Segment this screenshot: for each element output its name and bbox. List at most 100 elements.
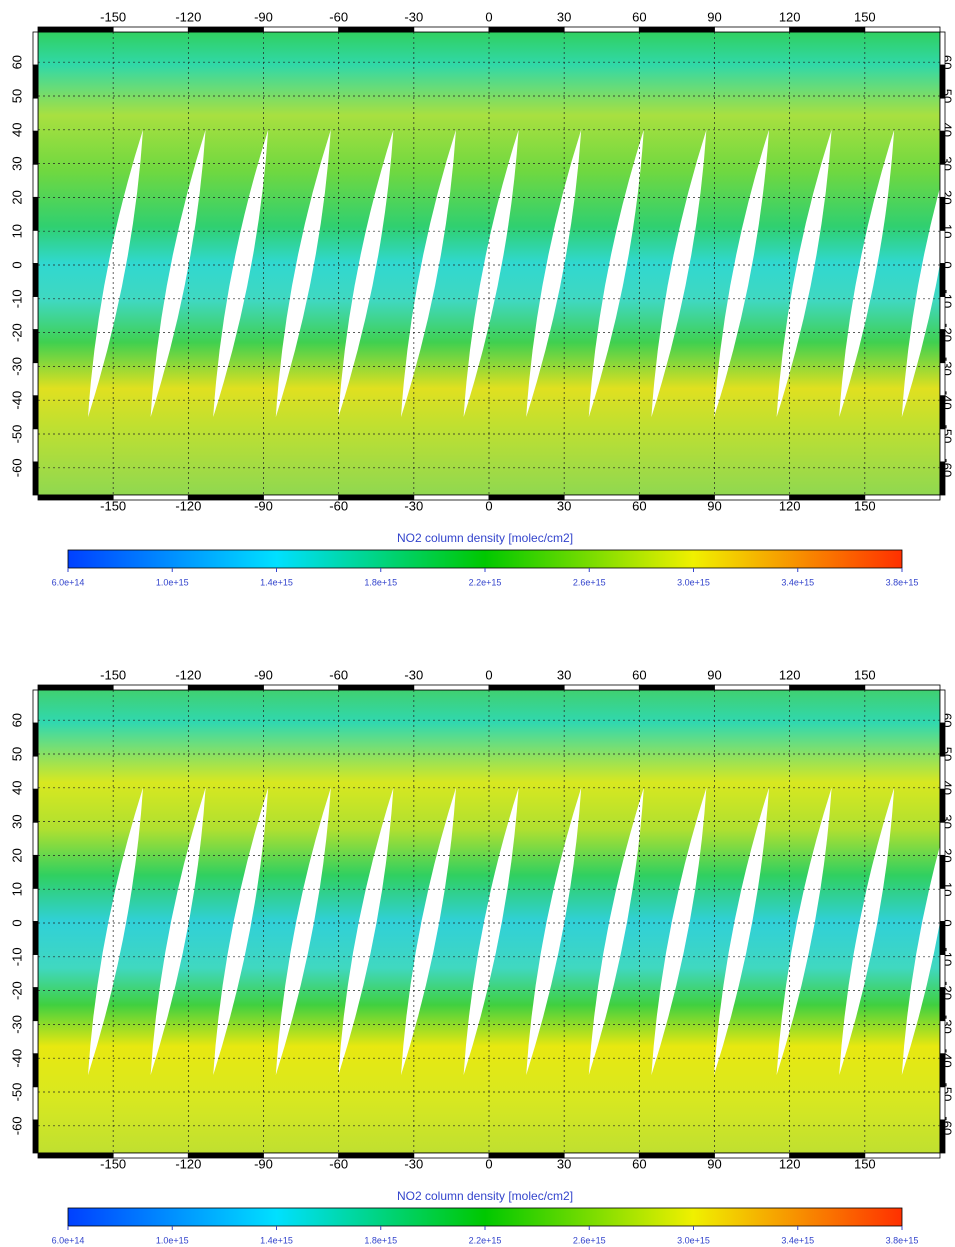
colorbar-tick-label: 1.0e+15 [156,577,189,587]
lat-label: 50 [9,747,24,761]
axis-bar [939,921,946,955]
axis-bar [864,1152,941,1159]
axis-bar [939,888,946,922]
axis-bar [32,1119,39,1154]
axis-bar [32,722,39,757]
axis-bar [789,26,866,33]
lon-label: 90 [707,9,721,24]
orbit-gap [338,129,394,418]
axis-bar [939,689,946,724]
axis-bar [488,494,565,501]
colorbar-tick-label: 3.0e+15 [677,1235,710,1245]
orbit-gap [526,129,582,418]
lon-label: -30 [404,498,423,513]
orbit-gap [651,129,707,418]
axis-bar [939,130,946,165]
orbit-gap [714,129,769,418]
lon-label: 30 [557,498,571,513]
axis-bar [32,954,39,989]
lon-label: 0 [485,498,492,513]
orbit-gap [714,787,769,1076]
colorbar-label: NO2 column density [molec/cm2] [397,1189,573,1203]
lon-label: 150 [854,498,876,513]
axis-bar [939,97,946,132]
axis-bar [939,1086,946,1121]
axis-bar [32,821,39,856]
lon-label: 120 [779,1156,801,1171]
colorbar-tick-label: 3.8e+15 [886,1235,919,1245]
colorbar-tick-label: 3.8e+15 [886,577,919,587]
lat-label: 0 [9,261,24,268]
lat-label: 60 [9,55,24,69]
lat-label: 0 [9,919,24,926]
axis-bar [714,1152,791,1159]
orbit-gap [776,787,832,1076]
lat-label: -40 [9,1049,24,1068]
lon-label: -120 [175,9,201,24]
orbit-gap [776,129,832,418]
orbit-gap [150,787,206,1076]
axis-bar [413,1152,490,1159]
lon-label: 60 [632,667,646,682]
lon-label: 0 [485,1156,492,1171]
axis-bar [37,684,114,691]
axis-bar [488,26,565,33]
lon-label: 60 [632,498,646,513]
lat-label: -20 [9,981,24,1000]
orbit-gap [588,787,644,1076]
lat-label: -30 [9,357,24,376]
lon-label: -60 [329,9,348,24]
axis-bar [32,163,39,198]
lon-label: 60 [632,9,646,24]
lat-label: -20 [9,323,24,342]
axis-bar [413,684,490,691]
lon-label: 60 [632,1156,646,1171]
lon-label: -90 [254,9,273,24]
orbit-gap [275,129,331,418]
axis-bar [32,196,39,231]
orbit-gap [839,129,895,418]
axis-bar [32,1053,39,1088]
colorbar-tick-label: 2.6e+15 [573,577,606,587]
axis-bar [939,296,946,331]
lat-label: -10 [9,947,24,966]
colorbar-tick-label: 1.4e+15 [260,577,293,587]
colorbar-tick-label: 1.8e+15 [364,1235,397,1245]
lon-label: -150 [100,498,126,513]
orbit-gap [839,787,895,1076]
axis-bar [338,1152,415,1159]
lat-label: -50 [9,425,24,444]
axis-bar [939,854,946,889]
axis-bar [714,494,791,501]
orbit-gap [588,129,644,418]
colorbar-tick-label: 1.8e+15 [364,577,397,587]
lat-label: 40 [9,123,24,137]
axis-bar [488,1152,565,1159]
lat-label: 20 [9,848,24,862]
axis-bar [939,461,946,496]
axis-bar [488,684,565,691]
colorbar-tick-label: 6.0e+14 [52,1235,85,1245]
lon-label: 30 [557,667,571,682]
axis-bar [32,755,39,790]
lon-label: 150 [854,1156,876,1171]
axis-bar [32,461,39,496]
orbit-gap [401,129,456,418]
lat-label: 0 [940,919,955,926]
axis-bar [263,494,340,501]
lat-label: -50 [9,1083,24,1102]
axis-bar [864,684,941,691]
orbit-gap [526,787,582,1076]
axis-bar [563,684,640,691]
axis-bar [939,954,946,989]
axis-bar [939,395,946,430]
axis-bar [32,1020,39,1055]
orbit-gap [150,129,206,418]
lon-label: -60 [329,498,348,513]
lat-label: -40 [9,391,24,410]
axis-bar [638,494,715,501]
lat-label: 40 [9,781,24,795]
lon-label: -150 [100,1156,126,1171]
axis-bar [32,395,39,430]
